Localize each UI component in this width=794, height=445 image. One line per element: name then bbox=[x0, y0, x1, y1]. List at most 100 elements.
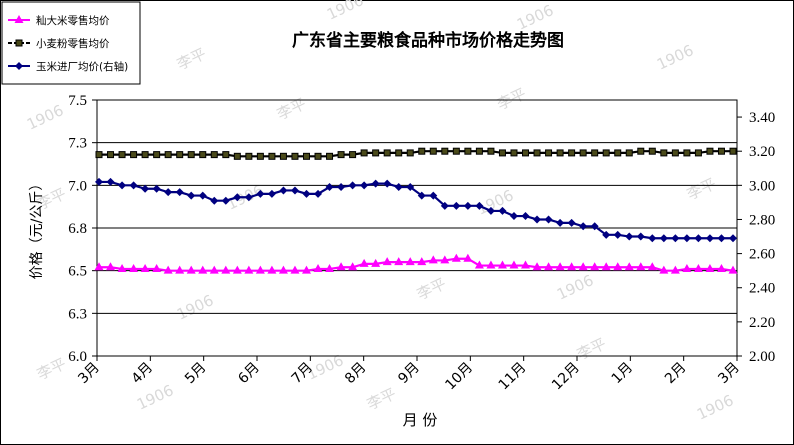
data-point-diamond bbox=[602, 230, 611, 239]
data-point-diamond bbox=[290, 186, 299, 195]
data-point-diamond bbox=[221, 196, 230, 205]
right-tick-label: 2.80 bbox=[749, 212, 775, 228]
data-point-square bbox=[187, 151, 195, 159]
data-point-square bbox=[164, 151, 172, 159]
data-point-diamond bbox=[613, 230, 622, 239]
data-point-triangle bbox=[624, 262, 634, 271]
data-point-diamond bbox=[544, 215, 553, 224]
data-point-square bbox=[210, 151, 218, 159]
data-point-square bbox=[176, 151, 184, 159]
right-tick-label: 2.20 bbox=[749, 315, 775, 331]
data-point-square bbox=[326, 152, 334, 160]
data-point-diamond bbox=[348, 181, 357, 190]
data-point-diamond bbox=[717, 234, 726, 243]
data-point-triangle bbox=[682, 263, 692, 272]
data-point-diamond bbox=[383, 179, 392, 188]
data-point-diamond bbox=[256, 189, 265, 198]
data-point-triangle bbox=[659, 265, 669, 274]
data-point-square bbox=[153, 151, 161, 159]
data-point-triangle bbox=[348, 262, 358, 271]
data-point-diamond bbox=[429, 191, 438, 200]
left-axis-ticks: 6.0 6.3 6.5 6.8 7.0 7.3 7.5 bbox=[68, 93, 97, 365]
data-point-diamond bbox=[164, 188, 173, 197]
legend-entry: 小麦粉零售均价 bbox=[8, 37, 110, 50]
data-point-diamond bbox=[267, 189, 276, 198]
left-tick-label: 6.0 bbox=[68, 349, 87, 365]
data-point-square bbox=[118, 151, 126, 159]
data-point-triangle bbox=[140, 263, 150, 272]
data-point-diamond bbox=[394, 183, 403, 192]
data-point-diamond bbox=[337, 183, 346, 192]
data-point-square bbox=[498, 149, 506, 157]
data-point-diamond bbox=[302, 189, 311, 198]
data-point-diamond bbox=[141, 184, 150, 193]
data-point-square bbox=[602, 149, 610, 157]
right-tick-label: 3.40 bbox=[749, 110, 775, 126]
legend-label: 籼大米零售均价 bbox=[36, 14, 110, 27]
data-point-triangle bbox=[497, 260, 507, 269]
data-point-triangle bbox=[428, 255, 438, 264]
data-point-triangle bbox=[301, 265, 311, 274]
left-tick-label: 7.3 bbox=[68, 136, 87, 152]
data-point-diamond bbox=[314, 189, 323, 198]
left-tick-label: 7.0 bbox=[68, 178, 87, 194]
right-tick-label: 3.20 bbox=[749, 144, 775, 160]
left-tick-label: 6.8 bbox=[68, 221, 87, 237]
data-point-diamond bbox=[694, 234, 703, 243]
data-point-square bbox=[222, 151, 230, 159]
series-layer bbox=[94, 147, 738, 274]
data-point-square bbox=[637, 147, 645, 155]
data-point-triangle bbox=[509, 260, 519, 269]
data-point-square bbox=[130, 151, 138, 159]
data-point-triangle bbox=[440, 255, 450, 264]
data-point-diamond bbox=[152, 184, 161, 193]
data-point-diamond bbox=[15, 62, 23, 70]
data-point-triangle bbox=[544, 262, 554, 271]
data-point-square bbox=[107, 151, 115, 159]
data-point-triangle bbox=[278, 265, 288, 274]
data-point-square bbox=[418, 147, 426, 155]
data-point-diamond bbox=[556, 218, 565, 227]
data-point-square bbox=[625, 149, 633, 157]
data-point-triangle bbox=[417, 257, 427, 266]
data-point-triangle bbox=[94, 262, 104, 271]
data-point-square bbox=[545, 149, 553, 157]
data-point-triangle bbox=[463, 253, 473, 262]
data-point-diamond bbox=[509, 212, 518, 221]
data-point-square bbox=[671, 149, 679, 157]
data-point-diamond bbox=[279, 186, 288, 195]
data-point-square bbox=[441, 147, 449, 155]
data-point-square bbox=[706, 147, 714, 155]
data-point-diamond bbox=[486, 206, 495, 215]
data-point-triangle bbox=[693, 263, 703, 272]
data-point-square bbox=[245, 152, 253, 160]
data-point-square bbox=[614, 149, 622, 157]
data-point-diamond bbox=[579, 222, 588, 231]
data-point-diamond bbox=[729, 234, 737, 243]
data-point-square bbox=[533, 149, 541, 157]
data-point-diamond bbox=[360, 181, 369, 190]
data-point-triangle bbox=[394, 257, 404, 266]
data-point-diamond bbox=[118, 181, 127, 190]
data-point-triangle bbox=[152, 263, 162, 272]
data-point-diamond bbox=[325, 183, 334, 192]
data-point-diamond bbox=[417, 191, 426, 200]
right-tick-label: 2.60 bbox=[749, 247, 775, 263]
data-point-square bbox=[556, 149, 564, 157]
data-point-triangle bbox=[371, 258, 381, 267]
data-point-diamond bbox=[533, 215, 542, 224]
data-point-diamond bbox=[498, 206, 507, 215]
data-point-square bbox=[429, 147, 437, 155]
legend-label: 玉米进厂均价(右轴) bbox=[36, 60, 128, 73]
data-point-diamond bbox=[129, 181, 138, 190]
data-point-square bbox=[475, 147, 483, 155]
data-point-square bbox=[729, 147, 737, 155]
data-point-triangle bbox=[474, 260, 484, 269]
data-point-square bbox=[141, 151, 149, 159]
data-point-triangle bbox=[232, 265, 242, 274]
flour-series bbox=[95, 147, 737, 160]
data-point-triangle bbox=[163, 265, 173, 274]
data-point-square bbox=[395, 149, 403, 157]
data-point-triangle bbox=[382, 257, 392, 266]
